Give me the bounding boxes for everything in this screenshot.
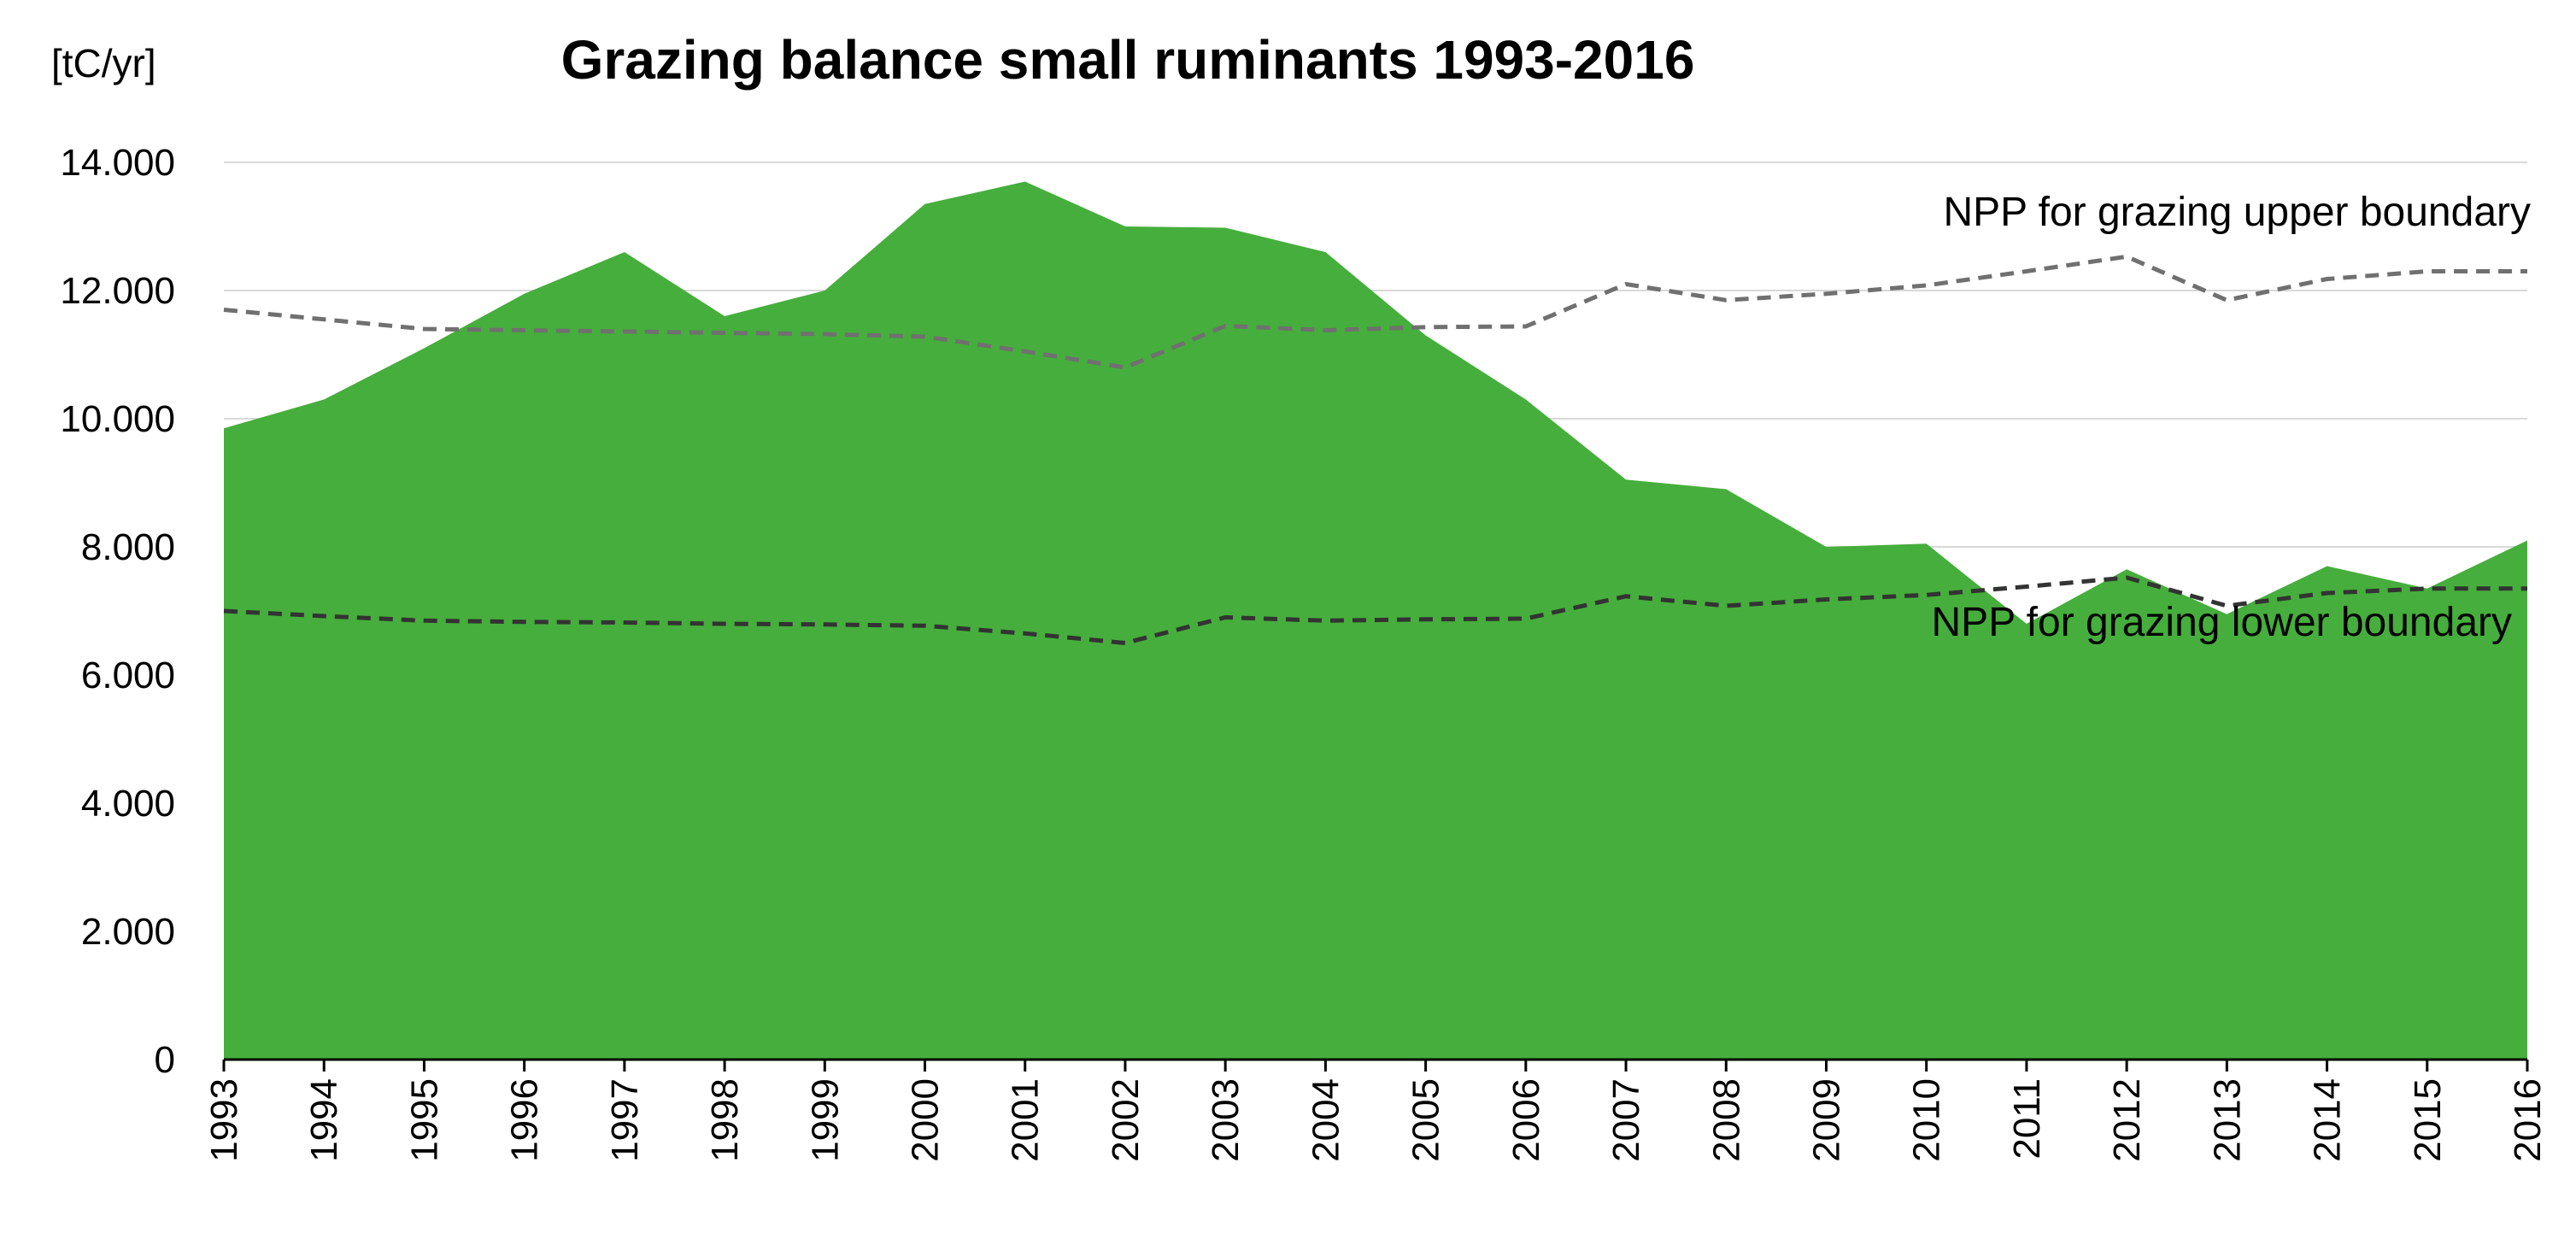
x-tick-label: 2010 [1906,1078,1948,1162]
x-tick-label: 1995 [403,1078,445,1162]
x-tick-label: 2005 [1405,1078,1447,1162]
x-tick-label: 2015 [2407,1078,2449,1162]
x-tick-label: 2002 [1105,1078,1147,1162]
x-tick-label: 2009 [1805,1078,1847,1162]
y-tick-label: 8.000 [81,526,175,568]
x-tick-label: 2012 [2106,1078,2148,1162]
x-tick-label: 1996 [504,1078,546,1162]
x-tick-label: 1993 [203,1078,245,1162]
annotation-lower-boundary: NPP for grazing lower boundary [1932,600,2512,645]
x-tick-label: 2000 [905,1078,947,1162]
y-tick-label: 12.000 [60,270,175,312]
x-tick-label: 1994 [303,1078,345,1162]
x-tick-label: 2001 [1005,1078,1047,1162]
y-tick-label: 6.000 [81,655,175,696]
x-tick-label: 2007 [1605,1078,1647,1162]
annotation-upper-boundary: NPP for grazing upper boundary [1943,190,2531,235]
y-tick-label: 0 [155,1039,175,1081]
y-tick-label: 10.000 [60,398,175,440]
y-tick-label: 14.000 [60,142,175,184]
axes: 0 2.000 4.000 6.000 8.000 10.000 12.000 14.000 1… [60,142,2549,1162]
line-series-upper-boundary [223,254,2527,370]
x-tick-label: 2011 [2006,1078,2048,1160]
x-tick-label: 1999 [804,1078,846,1162]
y-tick-label: 2.000 [81,911,175,953]
x-tick-label: 1998 [704,1078,746,1162]
x-tick-label: 2008 [1705,1078,1747,1162]
x-tick-label: 2013 [2206,1078,2248,1162]
plot-area [223,181,2527,1060]
x-tick-label: 2006 [1505,1078,1547,1162]
chart-title: Grazing balance small ruminants 1993-201… [561,29,1695,91]
x-tick-label: 2003 [1205,1078,1247,1162]
x-tick-label: 2014 [2307,1078,2349,1162]
y-axis-unit-label: [tC/yr] [51,41,156,85]
x-tick-label: 1997 [604,1078,646,1162]
line-series-lower-boundary [223,575,2527,645]
y-tick-label: 4.000 [81,783,175,825]
x-tick-label: 2016 [2507,1078,2549,1162]
x-tick-label: 2004 [1305,1078,1347,1162]
